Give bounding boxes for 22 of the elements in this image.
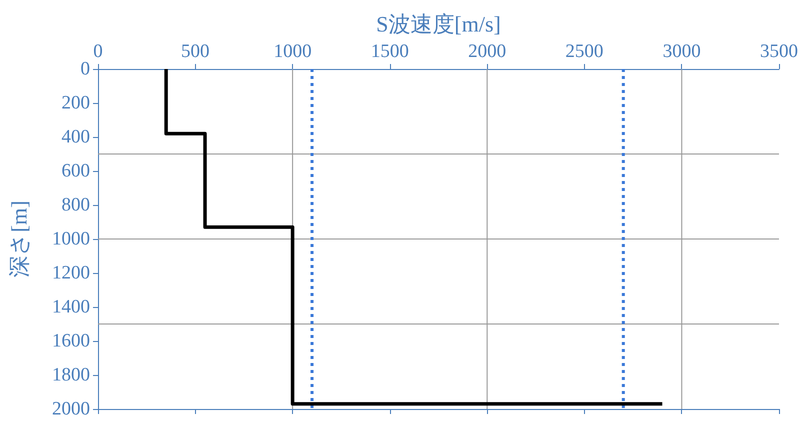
x-tick-label: 2500	[565, 41, 604, 62]
x-tick-label: 3000	[662, 41, 701, 62]
y-tick-label: 400	[62, 126, 90, 148]
x-tick-label: 2000	[468, 41, 506, 62]
y-tick-label: 2000	[52, 398, 90, 420]
y-tick-label: 1800	[52, 364, 90, 386]
y-tick-label: 200	[62, 92, 90, 114]
y-tick-label: 1200	[52, 262, 90, 284]
x-tick-label: 0	[93, 41, 103, 62]
x-tick-label: 1500	[370, 41, 409, 62]
y-tick-label: 800	[62, 194, 90, 216]
y-tick-label: 1600	[52, 330, 90, 352]
line-series	[164, 67, 664, 406]
x-axis-title: S波速度[m/s]	[376, 12, 501, 36]
x-tick-label: 500	[181, 41, 210, 62]
y-tick-label: 600	[62, 160, 90, 182]
y-tick-label: 0	[80, 58, 90, 80]
y-tick-label: 1400	[52, 296, 90, 318]
x-tick-label: 1000	[274, 41, 312, 62]
y-axis-title: 深さ[m]	[6, 200, 32, 278]
x-tick-label: 3500	[760, 41, 798, 62]
y-tick-label: 1000	[52, 228, 90, 250]
